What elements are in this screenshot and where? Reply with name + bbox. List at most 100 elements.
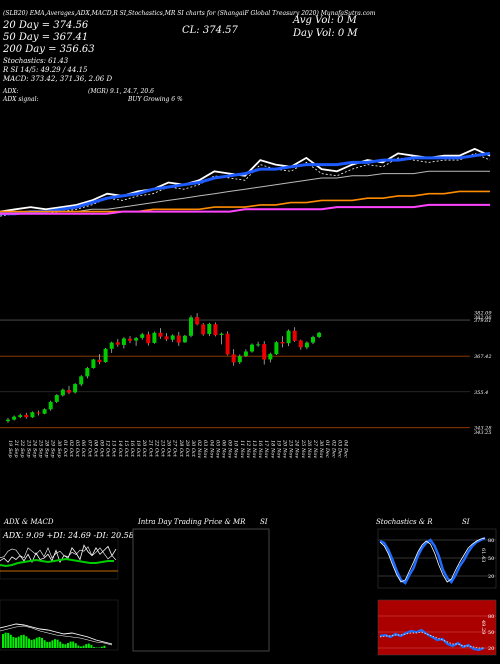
- candle-body: [256, 344, 261, 346]
- candle-body: [213, 324, 218, 336]
- date-label: 19 Nov: [275, 440, 281, 458]
- date-label: 09 Nov: [227, 440, 233, 458]
- rsi-level-label: 20: [488, 646, 494, 652]
- stoch-level-label: 80: [488, 538, 494, 544]
- candle-body: [42, 409, 47, 414]
- macd-histogram-bar: [30, 639, 33, 648]
- date-label: 19 Sep: [7, 440, 13, 458]
- date-label: 12 Nov: [245, 440, 251, 458]
- macd-histogram-bar: [38, 636, 41, 648]
- macd-histogram-bar: [72, 641, 75, 648]
- avg-vol-label: Avg Vol: 0 M: [292, 15, 358, 26]
- price-tick-label: 343.25: [474, 430, 492, 436]
- macd-histogram-bar: [93, 647, 95, 648]
- date-label: 08 Oct: [92, 440, 98, 458]
- macd-histogram-bar: [67, 643, 69, 648]
- candle-body: [250, 344, 254, 352]
- macd-histogram-bar: [43, 640, 46, 648]
- date-label: 11 Nov: [239, 440, 245, 458]
- rsi-level-label: 80: [488, 614, 494, 620]
- macd-histogram-bar: [7, 632, 10, 648]
- price-tick-label: 355.4: [474, 390, 488, 396]
- stoch-panel-si: SI: [462, 518, 470, 526]
- adx-label: ADX:: [2, 88, 18, 95]
- stoch-panel-title: Stochastics & R: [376, 518, 433, 526]
- candle-body: [85, 368, 90, 377]
- price-tick-label: 367.42: [474, 354, 492, 360]
- macd-histogram-bar: [9, 634, 12, 648]
- macd-histogram-bar: [61, 643, 64, 648]
- macd-histogram-bar: [90, 644, 93, 648]
- date-label: 25 Nov: [300, 439, 306, 458]
- date-label: 03 Dec: [336, 440, 342, 458]
- rsi-value-label: 49.29: [480, 620, 486, 634]
- date-label: 14 Oct: [117, 440, 123, 458]
- macd-histogram-bar: [95, 647, 98, 648]
- candle-body: [79, 376, 84, 385]
- rsi-panel: [377, 599, 497, 656]
- macd-histogram-bar: [48, 641, 51, 648]
- candle-body: [24, 414, 29, 418]
- candle-body: [262, 344, 267, 360]
- candle-body: [274, 342, 279, 355]
- candle-body: [103, 348, 108, 363]
- ma200-label: 200 Day = 356.63: [2, 44, 95, 55]
- date-label: 13 Oct: [111, 440, 117, 458]
- ma20-label: 20 Day = 374.56: [2, 20, 89, 31]
- date-label: 25 Sep: [38, 439, 44, 458]
- date-label: 19 Oct: [135, 440, 141, 458]
- macd-histogram-bar: [35, 637, 38, 648]
- macd-histogram-bar: [103, 645, 106, 648]
- candle-body: [170, 335, 175, 340]
- macd-histogram-bar: [80, 646, 82, 648]
- candle-body: [128, 338, 132, 341]
- date-label: 06 Oct: [80, 440, 86, 458]
- adx-line: [0, 557, 114, 568]
- candle-body: [225, 333, 230, 355]
- date-label: 09 Oct: [99, 440, 105, 458]
- candle-body: [48, 401, 53, 410]
- macd-histogram-bar: [15, 637, 17, 648]
- date-label: 30 Nov: [318, 440, 324, 458]
- date-label: 01 Oct: [62, 440, 68, 458]
- date-label: 02 Oct: [68, 440, 74, 458]
- candle-body: [237, 356, 242, 363]
- date-label: 16 Oct: [129, 440, 135, 458]
- candle-body: [195, 317, 200, 325]
- macd-histogram-bar: [33, 639, 36, 648]
- macd-signal-line: [0, 625, 113, 646]
- candle-body: [286, 330, 291, 344]
- candle-body: [268, 353, 273, 360]
- date-label: 29 Sep: [50, 439, 56, 458]
- ema-dotted-line: [0, 152, 491, 217]
- candle-body: [67, 390, 71, 393]
- macd-histogram-bar: [85, 644, 88, 648]
- ma50-label: 50 Day = 367.41: [3, 32, 88, 43]
- date-label: 16 Nov: [257, 440, 263, 458]
- stoch-level-label: 50: [488, 556, 494, 562]
- date-labels: 19 Sep 21 Sep 22 Sep 23 Sep 24 Sep 25 Sep 28 S…: [7, 439, 349, 458]
- candle-body: [134, 338, 139, 341]
- date-label: 23 Nov: [288, 439, 294, 458]
- date-label: 29 Oct: [184, 439, 190, 458]
- candle-body: [121, 338, 126, 345]
- adx-panel-title: ADX & MACD: [3, 518, 54, 526]
- macd-lines: [0, 623, 113, 648]
- candle-body: [189, 317, 193, 336]
- adx-lines: [0, 544, 118, 572]
- date-label: 17 Nov: [263, 440, 269, 458]
- date-label: 24 Sep: [31, 439, 37, 458]
- date-label: 27 Nov: [312, 439, 318, 458]
- candle-body: [182, 335, 187, 343]
- candle-body: [115, 342, 120, 345]
- price-tick-label: 382.06: [474, 315, 492, 321]
- date-label: 28 Sep: [44, 439, 50, 458]
- candle-body: [12, 416, 17, 420]
- macd-histogram-bar: [100, 646, 103, 648]
- date-label: 26 Oct: [166, 439, 172, 458]
- candle-body: [176, 335, 181, 343]
- date-label: 01 Dec: [324, 440, 330, 458]
- ema-lines: [0, 147, 491, 217]
- rsi-label: R SI 14/5: 49.29 / 44.15: [2, 66, 88, 74]
